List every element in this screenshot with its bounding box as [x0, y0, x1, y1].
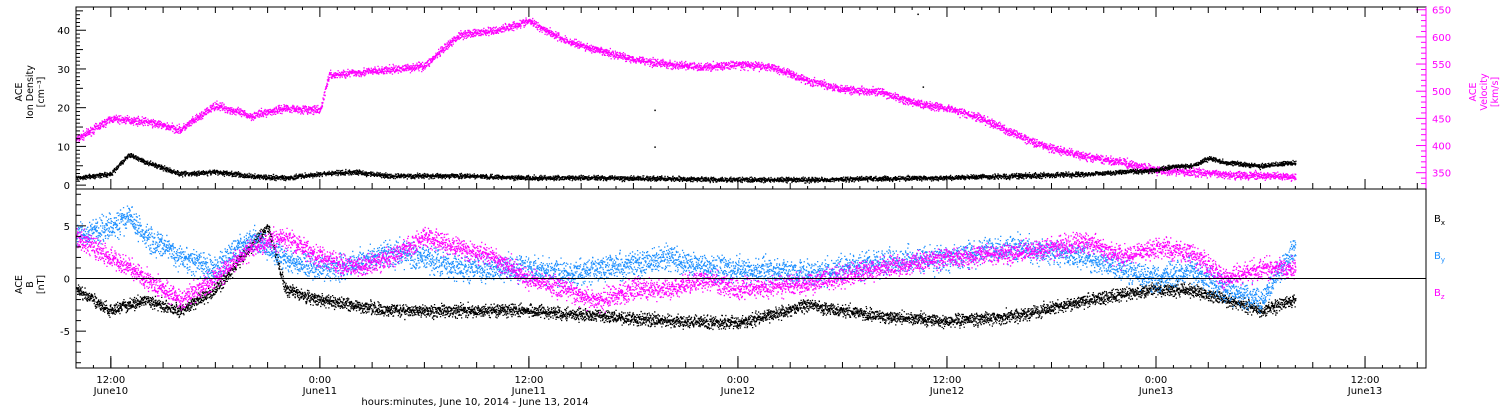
density-label-line: Ion Density	[25, 65, 36, 119]
time-tick-label: 12:00	[1351, 375, 1380, 386]
density-tick-label: 40	[57, 26, 70, 37]
outlier-point	[654, 109, 656, 112]
time-tick-label: 12:00	[514, 375, 543, 386]
velocity-tick-label: 450	[1432, 114, 1451, 125]
time-tick-labels: 12:00June100:00June1112:00June110:00June…	[93, 356, 1383, 397]
velocity-axis-label: ACE Velocity [km/s]	[1468, 73, 1500, 111]
velocity-label-line: ACE	[1468, 83, 1479, 102]
density-tick-label: 20	[57, 104, 70, 115]
date-tick-label: June10	[93, 386, 129, 397]
velocity-tick-label: 350	[1432, 169, 1451, 180]
velocity-axis: 350 400 450 500 550 600 650	[1416, 6, 1451, 190]
outlier-point	[922, 86, 925, 88]
density-tick-label: 10	[57, 142, 70, 153]
bottom-panel-time-ticks	[75, 358, 1418, 368]
x-axis-title: hours:minutes, June 10, 2014 - June 13, …	[361, 397, 588, 408]
time-tick-label: 12:00	[96, 375, 125, 386]
velocity-tick-label: 400	[1432, 142, 1451, 153]
date-tick-label: June13	[1347, 386, 1383, 397]
field-tick-label: 5	[64, 222, 70, 233]
velocity-label-line: Velocity	[1479, 73, 1490, 111]
velocity-tick-label: 500	[1432, 87, 1451, 98]
velocity-points	[76, 17, 1297, 182]
outlier-point	[917, 13, 919, 16]
density-tick-label: 30	[57, 65, 70, 76]
date-tick-label: June11	[511, 386, 547, 397]
field-legend: Bx By Bz	[1434, 214, 1445, 301]
legend-Bx: Bx	[1434, 214, 1445, 227]
magnetic-field-points	[76, 205, 1297, 331]
date-tick-label: June13	[1138, 386, 1174, 397]
time-tick-label: 12:00	[933, 375, 962, 386]
density-axis-label: ACE Ion Density [cm⁻³]	[14, 65, 47, 119]
field-tick-label: -5	[60, 327, 70, 338]
time-axis: 12:00June100:00June1112:00June110:00June…	[93, 356, 1383, 408]
field-label-line: ACE	[14, 275, 25, 294]
density-points	[76, 153, 1297, 184]
field-tick-label: 0	[64, 275, 70, 286]
magnetic-field-panel: -5 0 5 ACE B [nT] Bx By Bz	[14, 188, 1445, 369]
date-tick-label: June11	[302, 386, 338, 397]
time-tick-label: 0:00	[727, 375, 749, 386]
date-tick-label: June12	[929, 386, 965, 397]
velocity-tick-label: 650	[1432, 6, 1451, 17]
density-label-line: [cm⁻³]	[36, 77, 47, 108]
velocity-tick-label: 600	[1432, 33, 1451, 44]
time-tick-label: 0:00	[309, 375, 331, 386]
field-axis-label: ACE B [nT]	[14, 275, 47, 294]
field-axis: -5 0 5	[60, 193, 86, 364]
outlier-point	[654, 146, 656, 148]
density-label-line: ACE	[14, 83, 25, 102]
field-By-points	[76, 205, 1297, 314]
legend-Bz: Bz	[1434, 288, 1445, 301]
field-Bz-points	[76, 226, 1297, 314]
legend-By: By	[1434, 251, 1445, 264]
time-tick-label: 0:00	[1145, 375, 1167, 386]
field-label-line: [nT]	[36, 275, 47, 294]
velocity-label-line: [km/s]	[1490, 77, 1500, 107]
velocity-tick-label: 550	[1432, 60, 1451, 71]
density-tick-label: 0	[64, 181, 70, 192]
date-tick-label: June12	[720, 386, 756, 397]
field-label-line: B	[25, 281, 36, 288]
density-axis: 0 10 20 30 40	[57, 6, 86, 192]
top-panel-time-ticks	[75, 7, 1418, 189]
density-velocity-points	[76, 13, 1297, 184]
